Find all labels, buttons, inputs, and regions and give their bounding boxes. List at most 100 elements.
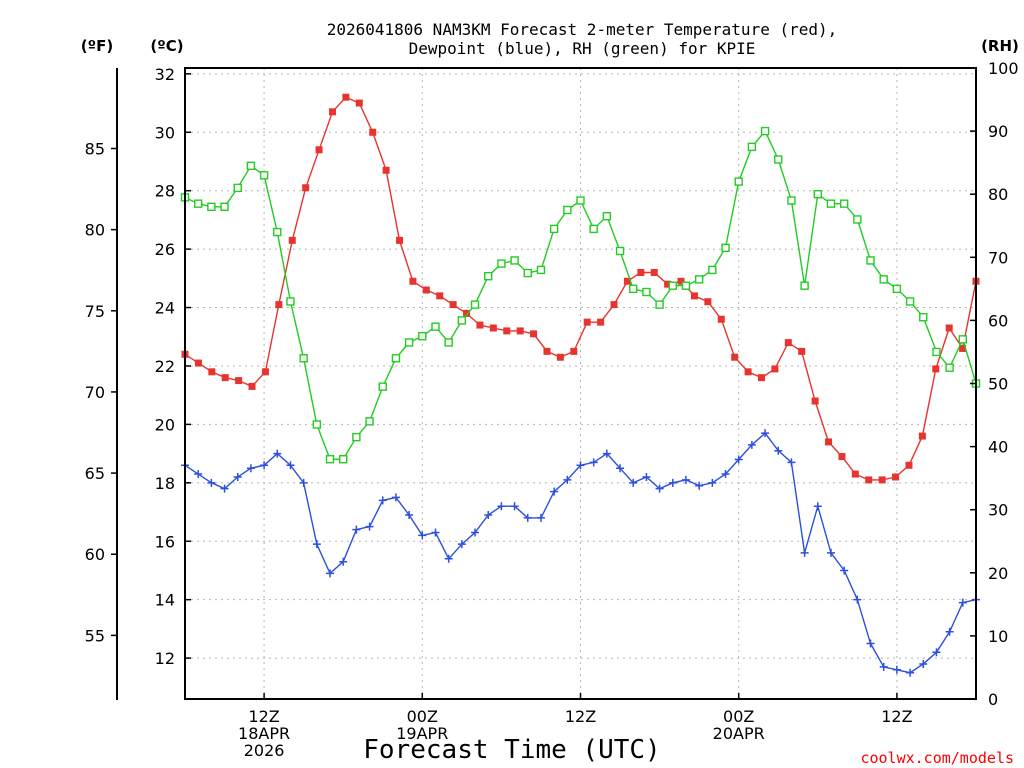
- dewpoint-point: [260, 461, 269, 470]
- y-tick-label-fahrenheit: 55: [85, 626, 105, 645]
- temperature-point: [449, 301, 457, 309]
- temperature-point: [918, 432, 926, 440]
- relative-humidity-point: [813, 189, 822, 199]
- dewpoint-point: [813, 502, 822, 511]
- temperature-point: [597, 318, 605, 326]
- dewpoint-point: [444, 554, 453, 563]
- dewpoint-point: [668, 478, 677, 487]
- dewpoint-point: [681, 475, 690, 484]
- temperature-point: [744, 368, 752, 376]
- relative-humidity-point: [694, 275, 704, 284]
- x-tick-label: 18APR: [238, 724, 290, 743]
- y-tick-label-celsius: 12: [155, 649, 175, 668]
- relative-humidity-point: [879, 275, 888, 284]
- temperature-point: [664, 280, 672, 288]
- dewpoint-point: [326, 569, 335, 578]
- temperature-point: [275, 301, 283, 309]
- dewpoint-point: [194, 470, 203, 479]
- relative-humidity-point: [747, 142, 757, 152]
- temperature-point: [771, 365, 779, 373]
- temperature-point: [288, 236, 296, 244]
- dewpoint-point: [695, 481, 704, 490]
- dewpoint-point: [273, 449, 282, 458]
- y-tick-label-rh: 80: [988, 185, 1008, 204]
- y-tick-label-fahrenheit: 65: [85, 464, 105, 483]
- rh-unit-label: (RH): [981, 37, 1019, 55]
- x-axis-title: Forecast Time (UTC): [363, 735, 660, 765]
- temperature-point: [865, 476, 873, 484]
- relative-humidity-point: [497, 259, 506, 268]
- relative-humidity-point: [470, 300, 480, 309]
- relative-humidity-point: [404, 338, 414, 347]
- y-tick-label-rh: 0: [988, 690, 998, 709]
- temperature-point: [878, 476, 886, 484]
- celsius-unit-label: (ºC): [150, 37, 183, 55]
- chart-title-line1: 2026041806 NAM3KM Forecast 2-meter Tempe…: [327, 20, 838, 39]
- relative-humidity-point: [549, 224, 559, 234]
- y-tick-label-celsius: 26: [155, 240, 175, 259]
- dewpoint-point: [233, 472, 242, 481]
- temperature-point: [248, 382, 256, 390]
- dewpoint-point: [246, 464, 255, 473]
- temperature-point: [784, 339, 792, 347]
- relative-humidity-point: [774, 155, 783, 164]
- dewpoint-point: [919, 659, 928, 668]
- dewpoint-point: [497, 502, 506, 511]
- temperature-point: [757, 374, 765, 382]
- relative-humidity-point: [299, 354, 308, 363]
- relative-humidity-point: [207, 202, 216, 212]
- relative-humidity-point: [286, 297, 295, 306]
- relative-humidity-point: [352, 432, 361, 442]
- temperature-point: [731, 353, 739, 361]
- temperature-point: [396, 236, 404, 244]
- temperature-point: [369, 128, 377, 136]
- y-tick-label-celsius: 30: [155, 123, 175, 142]
- dewpoint-point: [431, 528, 440, 537]
- dewpoint-point: [352, 525, 361, 534]
- relative-humidity-point: [826, 199, 836, 208]
- dewpoint-point: [286, 461, 295, 470]
- relative-humidity-point: [339, 455, 348, 464]
- x-tick-label: 00Z: [407, 707, 438, 726]
- dewpoint-point: [378, 496, 387, 505]
- dewpoint-point: [747, 440, 756, 449]
- relative-humidity-point: [444, 338, 453, 347]
- x-tick-label: 19APR: [396, 724, 448, 743]
- y-tick-label-fahrenheit: 85: [85, 139, 105, 158]
- temperature-point: [811, 397, 819, 405]
- dewpoint-point: [655, 484, 664, 493]
- dewpoint-point: [576, 461, 585, 470]
- temperature-point: [302, 184, 310, 192]
- dewpoint-point: [536, 513, 545, 522]
- temperature-point: [650, 268, 658, 276]
- y-tick-label-rh: 20: [988, 564, 1008, 583]
- relative-humidity-point: [325, 455, 335, 464]
- dewpoint-point: [958, 598, 967, 607]
- relative-humidity-point: [708, 265, 717, 275]
- relative-humidity-point: [259, 171, 269, 180]
- relative-humidity-point: [563, 205, 572, 215]
- y-tick-label-rh: 10: [988, 627, 1008, 646]
- x-tick-label: 12Z: [881, 707, 912, 726]
- dewpoint-point: [207, 478, 216, 487]
- dewpoint-point: [892, 665, 901, 674]
- temperature-point: [328, 108, 336, 116]
- dewpoint-point: [602, 449, 611, 458]
- x-tick-label: 20APR: [713, 724, 765, 743]
- temperature-point: [932, 365, 940, 373]
- temperature-point: [503, 327, 511, 335]
- dewpoint-point: [642, 472, 651, 481]
- relative-humidity-point: [365, 417, 374, 426]
- dewpoint-point: [405, 510, 414, 519]
- x-tick-label: 2026: [244, 741, 285, 760]
- temperature-point: [717, 315, 725, 323]
- y-tick-label-rh: 50: [988, 375, 1008, 394]
- relative-humidity-point: [866, 256, 875, 265]
- temperature-point: [382, 166, 390, 174]
- dewpoint-point: [299, 478, 308, 487]
- temperature-point: [208, 368, 216, 376]
- relative-humidity-point: [932, 347, 941, 357]
- relative-humidity-point: [919, 313, 928, 322]
- x-tick-label: 12Z: [248, 707, 279, 726]
